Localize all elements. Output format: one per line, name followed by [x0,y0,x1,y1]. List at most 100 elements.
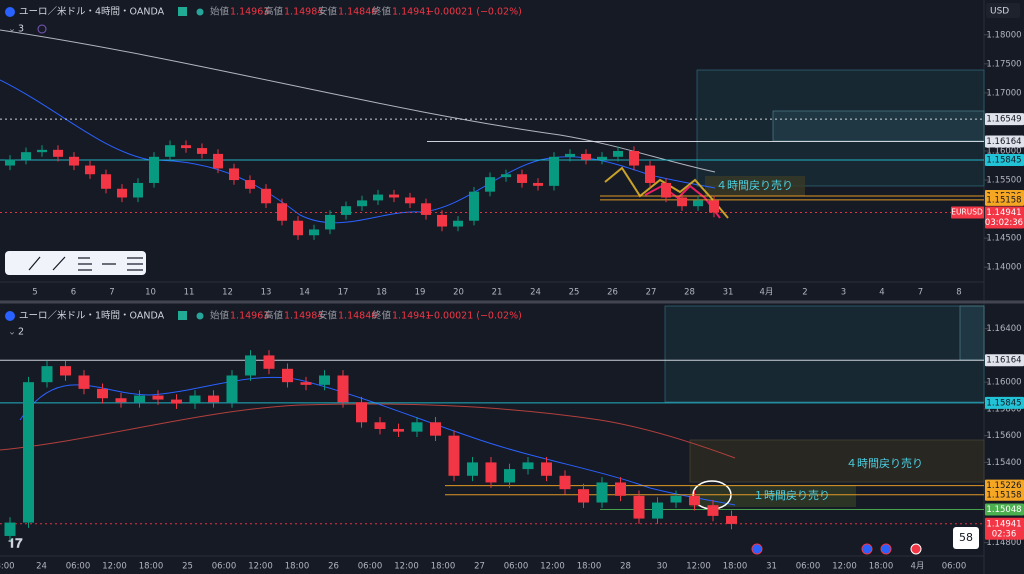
logo[interactable]: 𝟏𝟕 [8,537,23,552]
candle-body [356,402,367,423]
high-label: 高値 [264,6,284,18]
symbol: ユーロ／米ドル・4時間・OANDA [19,6,165,18]
annotation-box [689,439,985,483]
candle-body [197,148,207,154]
price-tick-label: 1.17500 [986,59,1021,69]
time-tick-label: 24 [36,562,47,572]
zone-box [664,305,985,403]
change: −0.00021 (−0.02%) [426,7,522,18]
time-tick-label: 17 [338,288,349,298]
candle-body [181,145,191,149]
low-value: 1.14840 [338,311,377,322]
time-tick-label: 6 [71,288,76,298]
close-label: 終値 [372,6,392,18]
indicator-toggle[interactable]: ⌄ [8,24,16,35]
time-tick-label: 7 [109,288,114,298]
candle-body [522,462,534,470]
time-tick-label: 12:00 [686,562,711,572]
level-label: 1.14941 [986,519,1021,529]
candle-body [533,182,543,186]
event-icons[interactable] [751,543,922,555]
annotation: ４時間戻り売り [846,457,923,470]
level-label: 1.15845 [986,156,1021,166]
level-label: 1.15226 [986,481,1021,491]
level-label: 1.16164 [986,356,1021,366]
level-box [985,517,1024,540]
time-tick-label: 30 [657,562,668,572]
header: ユーロ／米ドル・1時間・OANDA 始値 1.14963 高値 1.14984 … [5,310,522,338]
status-dot [196,312,204,320]
candle-body [53,149,63,157]
symbol: ユーロ／米ドル・1時間・OANDA [19,310,165,322]
price-tick-label: 1.16400 [986,324,1021,334]
open-label: 始値 [210,6,230,18]
annotation: ４時間戻り売り [716,179,793,192]
countdown: 03:02:36 [985,218,1023,228]
candle-body [549,156,559,186]
time-tick-label: 26 [607,288,618,298]
candle-body [152,395,164,400]
time-tick-label: 18:00 [285,562,310,572]
time-tick-label: 8 [956,288,961,298]
candle-body [171,399,182,404]
time-tick-label: 12:00 [832,562,857,572]
candle-body [263,355,275,369]
zone-box [772,110,985,142]
time-tick-label: 31 [766,562,777,572]
drawing-toolbar [5,251,146,275]
moving-average [0,29,716,173]
currency[interactable]: USD [990,7,1009,17]
level-label: 1.14941 [986,208,1021,218]
time-tick-label: 4月 [760,288,774,298]
level-label: 1.16164 [986,137,1021,147]
high-value: 1.14984 [284,311,323,322]
candle-body [652,502,663,519]
candle-body [309,229,319,236]
candle-body [133,182,143,198]
time-tick-label: 3 [841,288,846,298]
time-tick-label: 10 [145,288,156,298]
candle-body [69,156,79,166]
annotation-box [690,485,856,507]
level-box [985,479,1024,492]
candle-body [282,368,293,383]
close-value: 1.14941 [392,311,431,322]
candle-body [373,194,383,201]
indicator-count[interactable]: 2 [18,327,24,338]
annotation: １時間戻り売り [753,489,830,502]
time-tick-label: 06:00 [504,562,529,572]
candle-body [115,398,127,403]
candle-body [707,505,719,516]
candle-body [5,159,15,166]
level-box [985,206,1024,229]
candle-body [670,495,682,503]
badge: 58 [959,531,973,544]
candle-body [453,220,463,227]
time-tick-label: 06:00 [796,562,821,572]
time-tick-label: 4月 [911,562,925,572]
level-label: 1.15158 [986,195,1021,205]
price-tick-label: 1.15800 [986,404,1021,414]
level-box [985,354,1024,367]
candle-body [245,355,256,376]
candle-body [97,388,108,399]
candle-body [559,475,571,490]
time-tick-label: 14 [299,288,310,298]
candle-body [661,182,671,198]
toolbar-icons[interactable] [28,256,143,271]
indicator-count[interactable]: 3 [18,24,24,35]
candle-body [726,515,737,524]
candle-body [581,153,591,160]
candle-body [485,462,497,483]
candle-body [578,489,589,503]
close-label: 終値 [372,310,392,322]
currency-button[interactable] [986,3,1020,18]
indicator-toggle[interactable]: ⌄ [8,327,16,338]
close-value: 1.14941 [392,7,431,18]
candle-body [596,482,608,503]
time-tick-label: 31 [723,288,734,298]
candle-body [21,152,31,160]
time-tick-label: 26 [328,562,339,572]
time-tick-label: 28 [620,562,631,572]
